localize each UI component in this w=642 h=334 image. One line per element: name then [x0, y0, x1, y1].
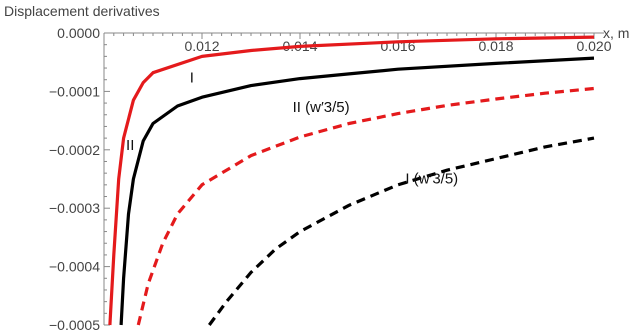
curve-annotation-1: II [126, 137, 134, 154]
y-tick-label: −0.0003 [49, 200, 100, 216]
x-axis-label: x, m [603, 25, 629, 41]
y-tick-label: −0.0004 [49, 259, 100, 275]
y-tick-label: −0.0005 [49, 317, 100, 333]
y-tick-label: 0.0000 [57, 25, 100, 41]
series-line-4 [208, 136, 595, 326]
x-tick-label: 0.020 [576, 38, 611, 54]
series-line-1 [108, 35, 595, 326]
curve-annotation-2: I [190, 70, 194, 87]
x-tick-label: 0.012 [184, 38, 219, 54]
y-tick-label: −0.0002 [49, 142, 100, 158]
chart-title: Displacement derivatives [4, 3, 160, 19]
series-group [108, 35, 595, 326]
axes: 0.012 0.014 0.016 0.018 0.0200.0000−0.0001−0… [49, 25, 612, 333]
curve-annotation-4: I (w′3/5) [405, 171, 458, 188]
series-line-2 [119, 56, 595, 326]
x-tick-label: 0.018 [478, 38, 513, 54]
curve-annotation-3: II (w′3/5) [293, 99, 350, 116]
series-line-3 [136, 86, 595, 326]
y-tick-label: −0.0001 [49, 83, 100, 99]
